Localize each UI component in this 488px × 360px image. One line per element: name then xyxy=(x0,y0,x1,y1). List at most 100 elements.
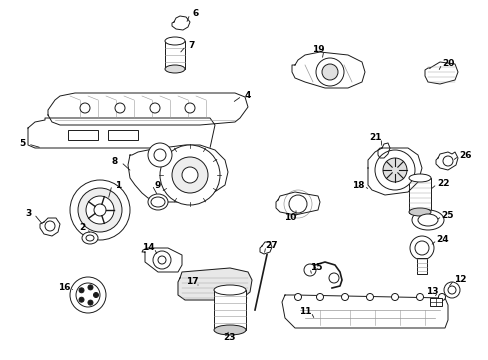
Polygon shape xyxy=(28,118,215,148)
Bar xyxy=(416,258,426,274)
Circle shape xyxy=(94,204,106,216)
Circle shape xyxy=(182,167,198,183)
Circle shape xyxy=(184,103,195,113)
Circle shape xyxy=(304,264,315,276)
Text: 1: 1 xyxy=(115,180,121,189)
Polygon shape xyxy=(128,145,227,202)
Circle shape xyxy=(160,145,220,205)
Circle shape xyxy=(45,221,55,231)
Circle shape xyxy=(447,286,455,294)
Circle shape xyxy=(154,149,165,161)
Ellipse shape xyxy=(148,194,168,210)
Text: 24: 24 xyxy=(436,235,448,244)
Text: 15: 15 xyxy=(309,264,322,273)
Circle shape xyxy=(443,282,459,298)
Ellipse shape xyxy=(214,285,245,295)
Text: 21: 21 xyxy=(368,134,381,143)
Polygon shape xyxy=(172,16,190,30)
Polygon shape xyxy=(260,242,271,254)
Circle shape xyxy=(88,285,93,290)
Text: 9: 9 xyxy=(155,180,161,189)
Circle shape xyxy=(79,297,84,302)
Ellipse shape xyxy=(214,325,245,335)
Polygon shape xyxy=(40,218,60,236)
Bar xyxy=(214,290,245,330)
Circle shape xyxy=(416,293,423,301)
Circle shape xyxy=(150,103,160,113)
Text: 27: 27 xyxy=(265,242,278,251)
Text: 8: 8 xyxy=(112,158,118,166)
Text: 14: 14 xyxy=(142,243,154,252)
Text: 23: 23 xyxy=(224,333,236,342)
Text: 11: 11 xyxy=(298,307,311,316)
Circle shape xyxy=(366,293,373,301)
Polygon shape xyxy=(435,152,457,170)
Ellipse shape xyxy=(417,214,437,226)
Text: 13: 13 xyxy=(425,288,437,297)
Circle shape xyxy=(70,277,106,313)
Bar xyxy=(68,130,98,140)
Circle shape xyxy=(70,180,130,240)
Polygon shape xyxy=(178,268,251,300)
Polygon shape xyxy=(142,248,182,272)
Circle shape xyxy=(409,236,433,260)
Text: 7: 7 xyxy=(188,41,195,50)
Circle shape xyxy=(284,190,311,218)
Circle shape xyxy=(382,158,406,182)
Ellipse shape xyxy=(408,208,430,216)
Text: 18: 18 xyxy=(351,181,364,190)
Ellipse shape xyxy=(164,37,184,45)
Ellipse shape xyxy=(411,210,443,230)
Bar xyxy=(108,130,138,140)
Circle shape xyxy=(80,103,90,113)
Circle shape xyxy=(294,293,301,301)
Ellipse shape xyxy=(82,232,98,244)
Circle shape xyxy=(158,256,165,264)
Circle shape xyxy=(172,157,207,193)
Circle shape xyxy=(438,293,445,301)
Text: 10: 10 xyxy=(283,213,296,222)
Circle shape xyxy=(76,283,100,307)
Text: 19: 19 xyxy=(311,45,324,54)
Bar xyxy=(429,298,441,306)
Polygon shape xyxy=(377,143,389,158)
Polygon shape xyxy=(282,295,447,328)
Circle shape xyxy=(148,143,172,167)
Circle shape xyxy=(442,156,452,166)
Ellipse shape xyxy=(86,235,94,241)
Ellipse shape xyxy=(408,174,430,182)
Circle shape xyxy=(115,103,125,113)
Text: 6: 6 xyxy=(192,9,199,18)
Polygon shape xyxy=(275,192,319,215)
Circle shape xyxy=(321,64,337,80)
Circle shape xyxy=(153,251,171,269)
Circle shape xyxy=(414,241,428,255)
Circle shape xyxy=(374,150,414,190)
Circle shape xyxy=(316,293,323,301)
Ellipse shape xyxy=(164,65,184,73)
Polygon shape xyxy=(424,62,457,84)
Circle shape xyxy=(315,58,343,86)
Circle shape xyxy=(341,293,348,301)
Circle shape xyxy=(391,293,398,301)
Circle shape xyxy=(79,288,84,293)
Ellipse shape xyxy=(151,197,164,207)
Circle shape xyxy=(288,195,306,213)
Text: 3: 3 xyxy=(25,210,31,219)
Text: 25: 25 xyxy=(441,211,453,220)
Text: 12: 12 xyxy=(453,275,465,284)
Circle shape xyxy=(78,188,122,232)
Text: 5: 5 xyxy=(19,139,25,148)
Polygon shape xyxy=(367,148,421,195)
Text: 2: 2 xyxy=(79,224,85,233)
Circle shape xyxy=(88,300,93,305)
Text: 20: 20 xyxy=(441,59,453,68)
Text: 17: 17 xyxy=(185,278,198,287)
Polygon shape xyxy=(291,52,364,88)
Bar xyxy=(408,178,430,213)
Circle shape xyxy=(93,292,98,297)
Text: 26: 26 xyxy=(458,152,470,161)
Text: 16: 16 xyxy=(58,284,70,292)
Circle shape xyxy=(328,273,338,283)
Circle shape xyxy=(86,196,114,224)
